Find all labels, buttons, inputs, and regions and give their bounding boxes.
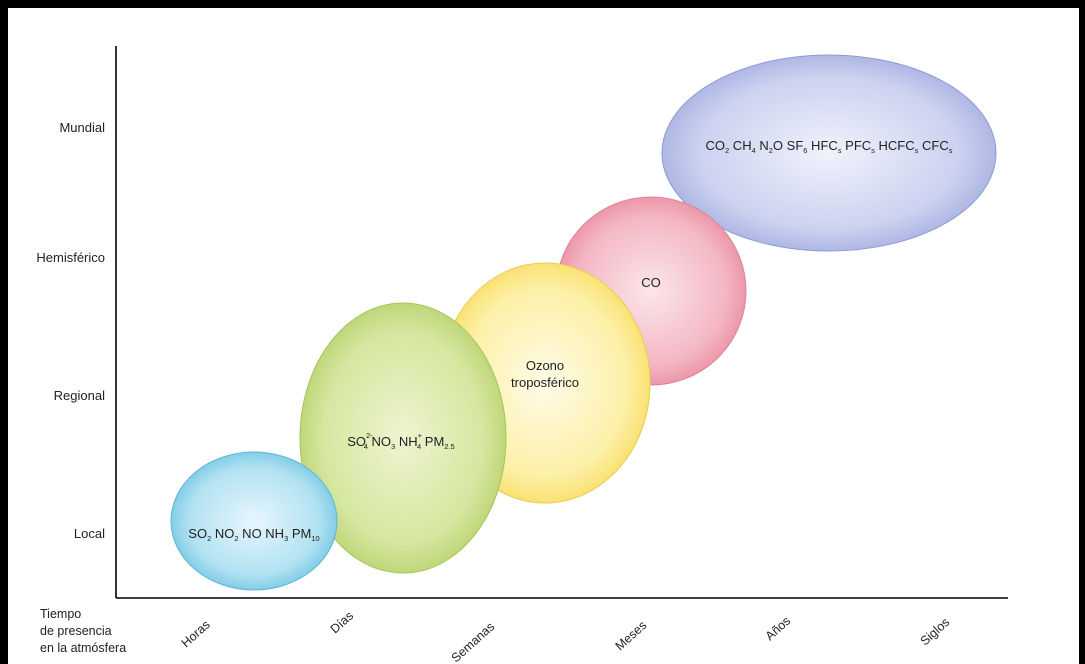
global-bubble <box>661 54 997 252</box>
x-axis-title-line3: en la atmósfera <box>40 641 126 655</box>
y-label-hemisferico: Hemisférico <box>36 250 105 265</box>
regional-bubble-text: SO2-4 NO3 NH+ 4 PM2.5 <box>347 431 454 451</box>
co-text: CO <box>641 275 661 290</box>
x-tick-semanas: Semanas <box>449 619 498 664</box>
x-tick-meses: Meses <box>613 618 650 653</box>
y-label-regional: Regional <box>54 388 105 403</box>
global-bubble-text: CO2 CH4 N2O SF6 HFCs PFCs HCFCs CFCs <box>706 138 953 155</box>
x-tick-siglos: Siglos <box>918 615 953 648</box>
ozone-line2: troposférico <box>511 375 579 390</box>
y-label-local: Local <box>74 526 105 541</box>
y-label-mundial: Mundial <box>59 120 105 135</box>
x-axis-title-line1: Tiempo <box>40 607 81 621</box>
x-tick-anos: Años <box>763 614 794 643</box>
x-axis-title-line2: de presencia <box>40 624 112 638</box>
regional-bubble <box>299 302 507 574</box>
pollutant-lifetime-diagram: Mundial Hemisférico Regional Local Tiemp… <box>36 46 1008 664</box>
diagram-frame: Mundial Hemisférico Regional Local Tiemp… <box>8 8 1079 664</box>
ozone-line1: Ozono <box>526 358 564 373</box>
local-bubble <box>170 451 338 591</box>
x-tick-horas: Horas <box>179 618 213 651</box>
x-tick-dias: Días <box>328 609 356 637</box>
